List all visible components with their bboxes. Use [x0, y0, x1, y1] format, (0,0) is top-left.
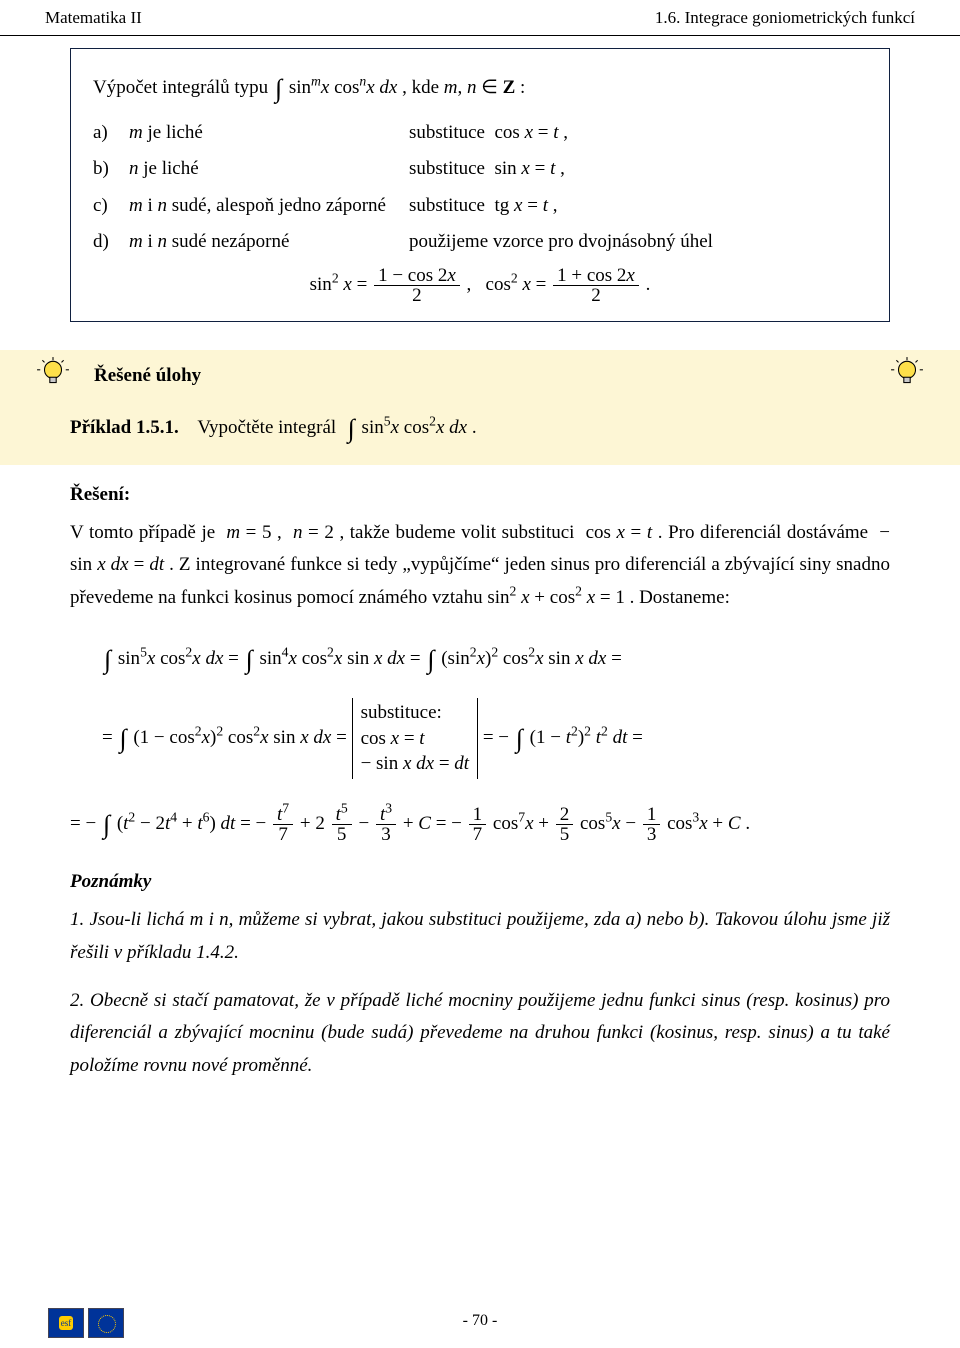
sub-eq1: cos x = t	[361, 726, 470, 752]
rule-item: b) n je liché substituce sin x = t ,	[93, 153, 867, 185]
notes-title: Poznámky	[70, 866, 890, 898]
rule-cond: m i n sudé, alespoň jedno záporné	[129, 190, 409, 222]
lead-prefix: Výpočet integrálů typu	[93, 77, 273, 98]
section-title: 1.6. Integrace goniometrických funkcí	[655, 4, 915, 33]
rule-sub: substituce sin x = t ,	[409, 153, 867, 185]
lead-suffix: , kde m, n ∈ Z :	[402, 77, 525, 98]
bulb-icon	[890, 356, 924, 390]
solved-title: Řešené úlohy	[94, 360, 890, 392]
lead-integral: ∫ sinmx cosnx dx	[273, 77, 397, 98]
rules-box: Výpočet integrálů typu ∫ sinmx cosnx dx …	[70, 48, 890, 322]
rule-letter: a)	[93, 117, 129, 149]
solution-para: V tomto případě je m = 5 , n = 2 , takže…	[70, 517, 890, 614]
rule-item: c) m i n sudé, alespoň jedno záporné sub…	[93, 190, 867, 222]
sub-label: substituce:	[361, 700, 470, 726]
rule-letter: d)	[93, 226, 129, 258]
rule-sub: použijeme vzorce pro dvojnásobný úhel	[409, 226, 867, 258]
derivation-line-2: = ∫ (1 − cos2x)2 cos2x sin x dx = substi…	[70, 698, 890, 779]
rule-cond: m i n sudé nezáporné	[129, 226, 409, 258]
rule-item: a) m je liché substituce cos x = t ,	[93, 117, 867, 149]
substitution-box: substituce: cos x = t − sin x dx = dt	[352, 698, 479, 779]
page-number: - 70 -	[0, 1307, 960, 1334]
sub-eq2: − sin x dx = dt	[361, 751, 470, 777]
rule-cond: n je liché	[129, 153, 409, 185]
example-label: Příklad 1.5.1.	[70, 417, 179, 438]
note-1: 1. Jsou-li lichá m i n, můžeme si vybrat…	[70, 904, 890, 969]
example-text: Vypočtěte integrál ∫ sin5x cos2x dx .	[197, 417, 476, 438]
rule-cond: m je liché	[129, 117, 409, 149]
rule-letter: b)	[93, 153, 129, 185]
double-angle-formula: sin2 x = 1 − cos 2x2 , cos2 x = 1 + cos …	[93, 266, 867, 305]
course-title: Matematika II	[45, 4, 142, 33]
derivation-line-3: = − ∫ (t2 − 2t4 + t6) dt = − t77 + 2 t55…	[70, 799, 890, 844]
derivation-line-1: ∫ sin5x cos2x dx = ∫ sin4x cos2x sin x d…	[70, 634, 890, 678]
rule-letter: c)	[93, 190, 129, 222]
rule-item: d) m i n sudé nezáporné použijeme vzorce…	[93, 226, 867, 258]
page-header: Matematika II 1.6. Integrace goniometric…	[0, 0, 960, 36]
bulb-icon	[36, 356, 70, 390]
example-line: Příklad 1.5.1. Vypočtěte integrál ∫ sin5…	[70, 403, 890, 447]
note-2: 2. Obecně si stačí pamatovat, že v přípa…	[70, 985, 890, 1082]
solution: Řešení: V tomto případě je m = 5 , n = 2…	[70, 479, 890, 844]
solved-band: Řešené úlohy Příklad 1.5.1. Vypočtěte in…	[0, 350, 960, 464]
notes: Poznámky 1. Jsou-li lichá m i n, můžeme …	[70, 866, 890, 1082]
solution-title: Řešení:	[70, 479, 890, 511]
rule-sub: substituce cos x = t ,	[409, 117, 867, 149]
rules-list: a) m je liché substituce cos x = t , b) …	[93, 117, 867, 258]
rules-lead: Výpočet integrálů typu ∫ sinmx cosnx dx …	[93, 63, 867, 107]
rule-sub: substituce tg x = t ,	[409, 190, 867, 222]
